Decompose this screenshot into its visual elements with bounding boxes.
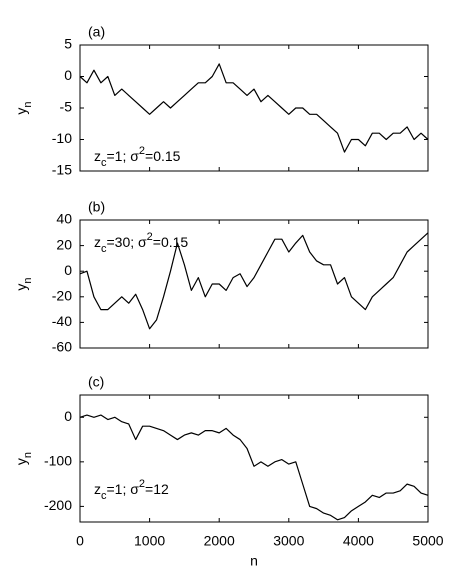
y-tick-label: 40: [56, 211, 72, 227]
text-part: z: [94, 481, 101, 497]
y-tick-label: -200: [44, 497, 72, 513]
y-axis-label: yn: [13, 277, 34, 290]
y-tick-label: 0: [64, 67, 72, 83]
y-tick-label: 0: [64, 262, 72, 278]
x-tick-label: 4000: [343, 533, 374, 549]
text-part: =12: [145, 481, 169, 497]
text-part: y: [13, 458, 29, 465]
text-part: c: [101, 243, 107, 255]
text-part: c: [101, 157, 107, 169]
text-part: n: [22, 452, 34, 458]
plot-frame: [79, 219, 429, 349]
x-axis-label: n: [250, 553, 258, 569]
text-part: =1; σ: [107, 481, 140, 497]
y-tick-label: 5: [64, 36, 72, 52]
y-tick-label: -10: [52, 130, 72, 146]
y-tick-label: 0: [64, 408, 72, 424]
y-axis-label: yn: [13, 101, 34, 114]
text-part: n: [22, 277, 34, 283]
x-tick-label: 0: [76, 533, 84, 549]
annotation: zc=1; σ2=0.15: [94, 145, 181, 169]
panel-label: (a): [88, 24, 105, 40]
text-part: 2: [139, 478, 145, 490]
annotation: zc=30; σ2=0.15: [94, 231, 188, 255]
y-tick-label: 20: [56, 236, 72, 252]
data-line: [79, 414, 429, 521]
text-part: =1; σ: [107, 148, 140, 164]
text-part: y: [13, 284, 29, 291]
plot-frame: [79, 394, 429, 523]
text-part: 2: [139, 145, 145, 157]
text-part: n: [22, 101, 34, 107]
x-tick-label: 1000: [134, 533, 165, 549]
data-line: [79, 63, 429, 153]
y-axis-label: yn: [13, 452, 34, 465]
x-tick-label: 5000: [412, 533, 443, 549]
y-tick-label: -20: [52, 288, 72, 304]
text-part: =0.15: [145, 148, 181, 164]
text-part: y: [13, 108, 29, 115]
text-part: =30; σ: [107, 234, 148, 250]
text-part: z: [94, 234, 101, 250]
text-part: z: [94, 148, 101, 164]
x-tick-label: 3000: [273, 533, 304, 549]
y-tick-label: -15: [52, 162, 72, 178]
text-part: =0.15: [153, 234, 189, 250]
text-part: c: [101, 490, 107, 502]
y-tick-label: -5: [60, 99, 73, 115]
annotation: zc=1; σ2=12: [94, 478, 169, 502]
y-tick-label: -60: [52, 339, 72, 355]
x-tick-label: 2000: [204, 533, 235, 549]
y-tick-label: -40: [52, 313, 72, 329]
text-part: 2: [147, 231, 153, 243]
y-tick-label: -100: [44, 453, 72, 469]
panel-label: (b): [88, 199, 105, 215]
panel-label: (c): [88, 374, 104, 390]
data-line: [79, 232, 429, 330]
